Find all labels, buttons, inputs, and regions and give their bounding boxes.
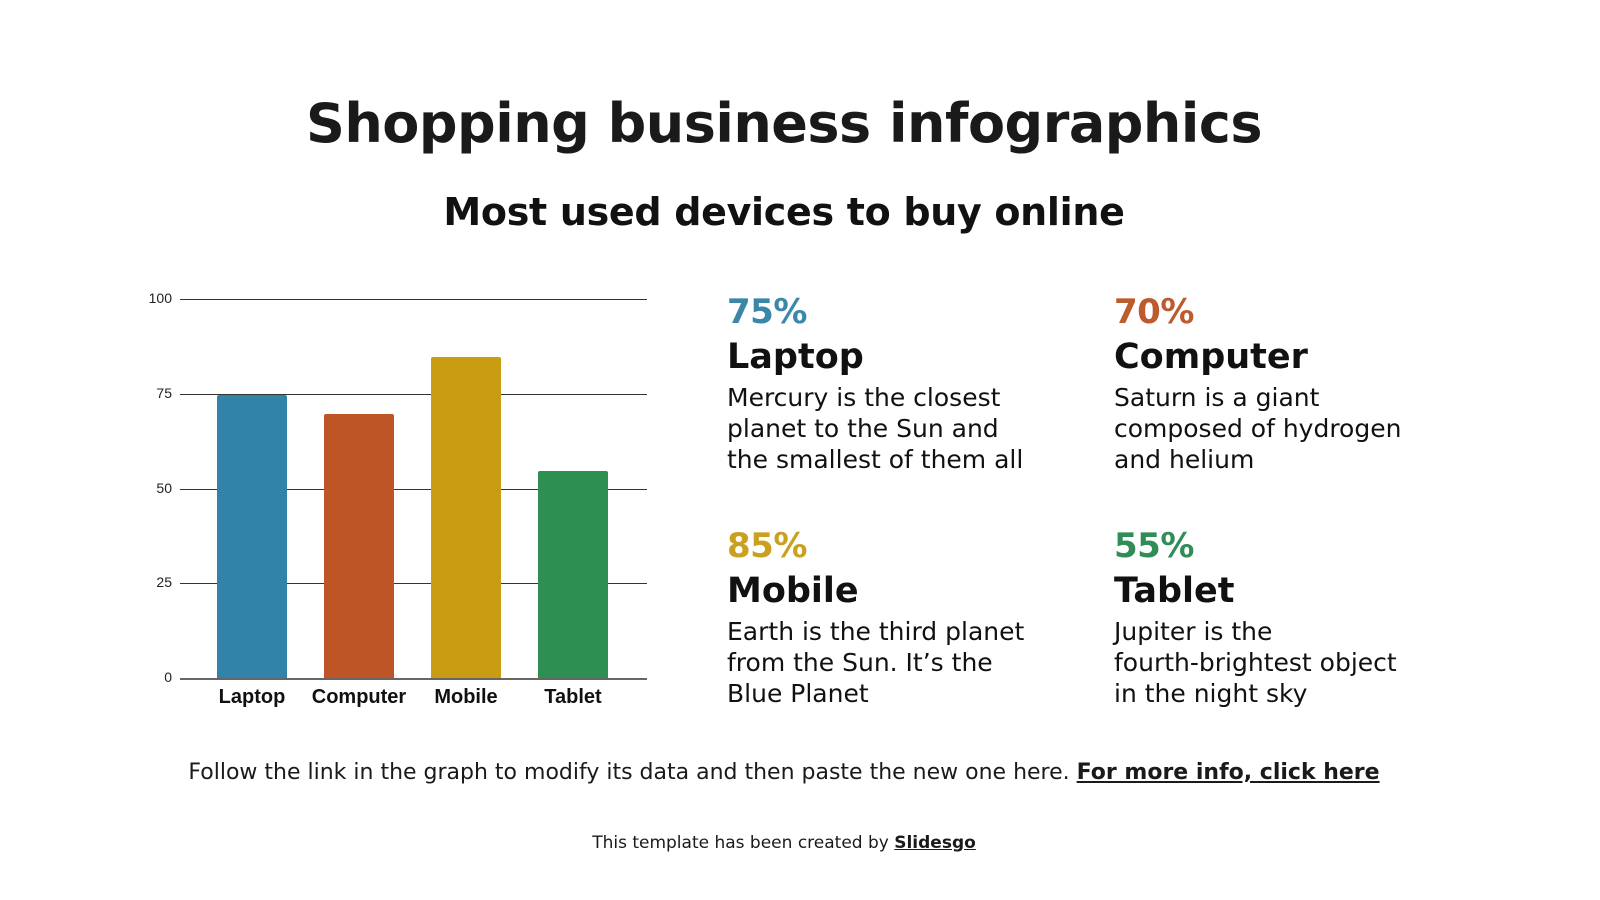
x-label-laptop: Laptop [218,686,286,708]
bar-computer[interactable] [324,413,394,679]
credit-line: This template has been created by Slides… [0,833,1568,853]
stat-card-tablet: 55% Tablet Jupiter is the fourth-brightes… [1114,526,1474,709]
x-axis-line [180,678,647,680]
stat-description: Jupiter is the fourth-brightest object in … [1114,617,1397,708]
stat-name: Laptop [727,337,864,377]
y-tick-100: 100 [148,290,172,306]
y-tick-25: 25 [156,574,172,590]
stat-description: Earth is the third planet from the Sun. I… [727,617,1025,708]
slide-title: Shopping business infographics [305,92,1263,155]
credit-text: This template has been created by [592,833,889,853]
x-label-tablet: Tablet [544,686,602,708]
gridline-50 [180,489,647,490]
bar-mobile[interactable] [431,356,501,679]
bar-tablet[interactable] [538,470,608,679]
x-label-mobile: Mobile [434,686,498,708]
stat-percent: 85% [727,526,807,566]
stat-percent: 75% [727,292,807,332]
y-tick-75: 75 [156,385,172,401]
bar-laptop[interactable] [217,394,287,679]
stat-card-computer: 70% Computer Saturn is a giant composed o… [1114,292,1474,475]
footer-note: Follow the link in the graph to modify i… [0,760,1568,785]
y-tick-0: 0 [164,669,172,685]
gridline-75 [180,394,647,395]
stat-percent: 55% [1114,526,1194,566]
x-label-computer: Computer [311,686,407,708]
stat-card-mobile: 85% Mobile Earth is the third planet from… [727,526,1087,709]
gridline-100 [180,299,647,300]
stat-name: Mobile [727,571,859,611]
slide-subtitle: Most used devices to buy online [443,190,1125,234]
stat-name: Tablet [1114,571,1235,611]
more-info-link[interactable]: For more info, click here [1076,760,1380,785]
y-tick-50: 50 [156,480,172,496]
bar-chart[interactable]: 100 75 50 25 0 Laptop Computer Mobile Ta… [130,280,660,730]
stat-description: Mercury is the closest planet to the Sun … [727,383,1024,474]
gridline-25 [180,583,647,584]
stat-card-laptop: 75% Laptop Mercury is the closest planet … [727,292,1087,475]
slidesgo-link[interactable]: Slidesgo [894,833,976,853]
stat-description: Saturn is a giant composed of hydrogen and… [1114,383,1402,474]
stat-name: Computer [1114,337,1308,377]
stat-percent: 70% [1114,292,1194,332]
footer-note-text: Follow the link in the graph to modify i… [188,760,1070,785]
